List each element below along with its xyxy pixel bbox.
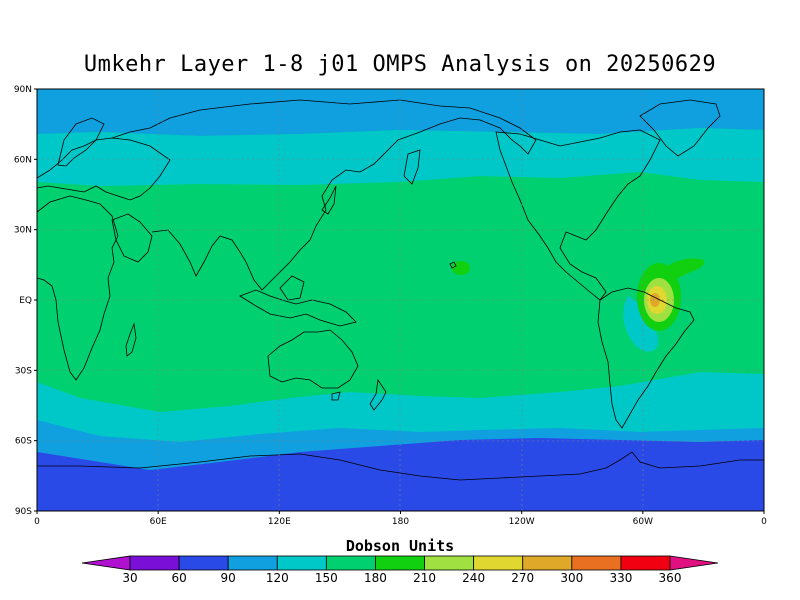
- coast-south-america: [597, 287, 695, 429]
- anomaly-low-150-180: [623, 296, 659, 352]
- colorbar-segment: [473, 555, 524, 571]
- lat-label: 30S: [15, 366, 32, 376]
- lat-label: 60S: [15, 437, 32, 447]
- coast-arabia: [111, 213, 153, 263]
- colorbar-segment: [276, 555, 327, 571]
- coast-antarctica: [37, 451, 764, 481]
- colorbar-label: 150: [315, 571, 338, 585]
- coast-greenland: [639, 99, 721, 157]
- colorbar-segment: [227, 555, 278, 571]
- colorbar-segment: [129, 555, 180, 571]
- colorbar-label: 120: [266, 571, 289, 585]
- colorbar-label: 240: [462, 571, 485, 585]
- lon-label: 60E: [150, 517, 167, 527]
- graticule: [37, 89, 764, 511]
- anomaly-210-240-ext: [660, 258, 705, 281]
- lat-label: 30N: [14, 226, 32, 236]
- colorbar-label: 30: [122, 571, 137, 585]
- coast-new-zealand: [369, 378, 387, 411]
- colorbar-segment: [424, 555, 475, 571]
- colorbar-label: 210: [413, 571, 436, 585]
- lon-label: 120E: [268, 517, 291, 527]
- lat-label: 60N: [14, 155, 32, 165]
- colorbar-title: Dobson Units: [345, 537, 455, 555]
- coast-tasmania: [331, 391, 341, 401]
- colorbar-label: 300: [560, 571, 583, 585]
- colorbar: 30 60 90 120 150 180 210 240 270 300 330 360: [81, 555, 719, 585]
- coast-madagascar: [125, 322, 137, 357]
- map-title: Umkehr Layer 1-8 j01 OMPS Analysis on 20…: [83, 52, 717, 77]
- lat-label: EQ: [19, 296, 32, 306]
- colorbar-label: 270: [511, 571, 534, 585]
- colorbar-segment: [375, 555, 425, 571]
- colorbar-label: 180: [364, 571, 387, 585]
- coast-japan: [321, 185, 337, 215]
- lon-label: 0: [34, 517, 40, 527]
- lon-label: 0: [761, 517, 767, 527]
- lon-label: 120W: [509, 517, 535, 527]
- colorbar-low-arrow: [81, 555, 131, 571]
- coast-australia: [267, 329, 359, 389]
- colorbar-segment: [522, 555, 573, 571]
- coast-north-america: [495, 129, 661, 301]
- coast-scandinavia: [57, 117, 105, 167]
- colorbar-segment: [620, 555, 671, 571]
- anomaly-pacific-210: [452, 261, 470, 275]
- band-south-90-120: [37, 438, 764, 511]
- colorbar-label: 360: [659, 571, 682, 585]
- colorbar-segment: [178, 555, 229, 571]
- longitude-axis: 0 60E 120E 180 120W 60W 0: [34, 511, 767, 527]
- colorbar-high-arrow: [669, 555, 719, 571]
- colorbar-label: 90: [221, 571, 236, 585]
- coast-kamchatka: [403, 149, 421, 185]
- colorbar-segment: [571, 555, 622, 571]
- latitude-axis: 90N 60N 30N EQ 30S 60S 90S: [14, 85, 37, 517]
- colorbar-segment: [325, 555, 376, 571]
- lon-label: 60W: [633, 517, 653, 527]
- colorbar-label: 60: [171, 571, 186, 585]
- lon-label: 180: [392, 517, 409, 527]
- colorbar-label: 330: [609, 571, 632, 585]
- ozone-field: [37, 89, 764, 511]
- band-north-120-150: [37, 89, 764, 136]
- coast-indonesia: [239, 289, 357, 327]
- coast-europe: [37, 137, 171, 201]
- coast-borneo: [279, 275, 305, 301]
- band-north-150-180: [37, 128, 764, 186]
- coast-hawaii: [449, 261, 457, 269]
- lat-label: 90S: [15, 507, 32, 517]
- coast-africa: [37, 195, 119, 381]
- lat-label: 90N: [14, 85, 32, 95]
